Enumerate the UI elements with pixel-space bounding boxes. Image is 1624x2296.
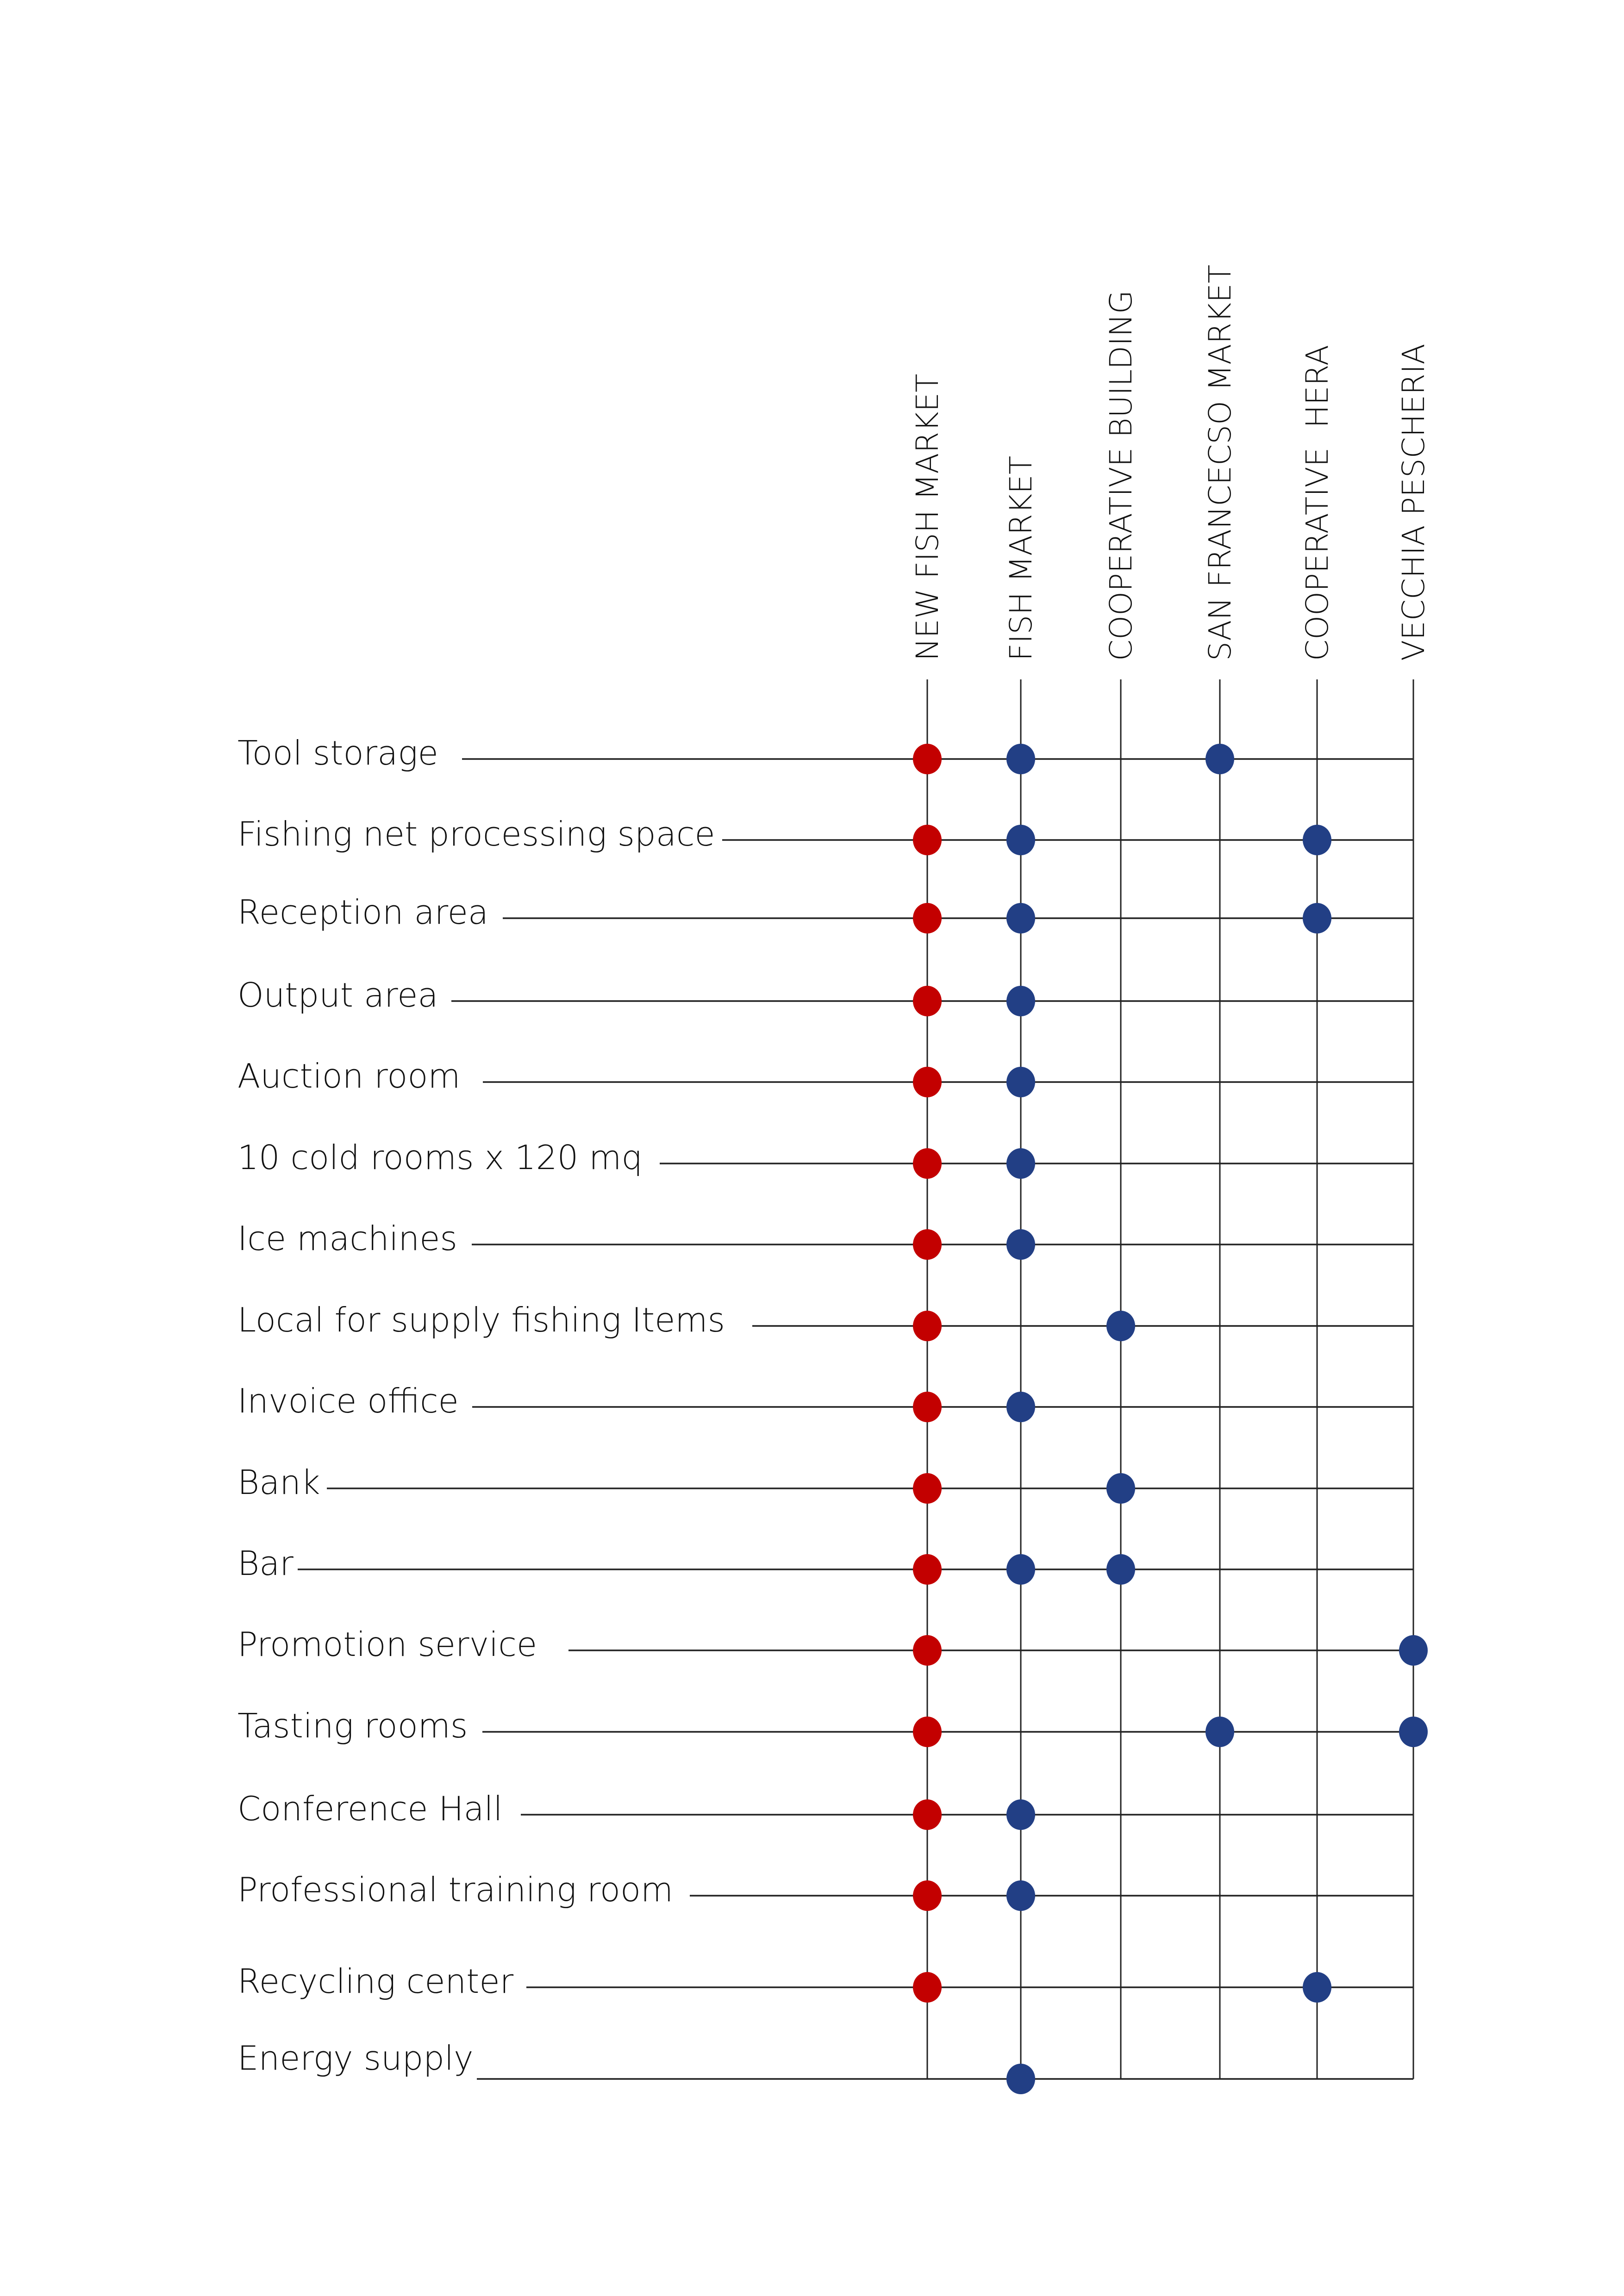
mark-dot-cooperative_building (1106, 1473, 1135, 1504)
mark-dot-new_fish_market (913, 1635, 942, 1666)
mark-dot-vecchia_pescheria (1399, 1635, 1428, 1666)
mark-dot-vecchia_pescheria (1399, 1717, 1428, 1747)
mark-dot-cooperative_hera (1303, 1972, 1331, 2003)
row-label: 10 cold rooms x 120 mq (237, 1138, 643, 1177)
mark-dot-cooperative_hera (1303, 825, 1331, 855)
mark-dot-new_fish_market (913, 1229, 942, 1260)
mark-dot-fish_market (1006, 2064, 1035, 2094)
row-label: Fishing net processing space (237, 815, 715, 853)
column-lines (926, 679, 1414, 2079)
mark-dot-new_fish_market (913, 986, 942, 1016)
mark-dot-new_fish_market (913, 1311, 942, 1341)
mark-dot-new_fish_market (913, 1880, 942, 1911)
column-header-san_francesco_market: SAN FRANCECSO MARKET (1202, 265, 1238, 661)
row-label: Tasting rooms (237, 1706, 468, 1745)
mark-dot-new_fish_market (913, 1799, 942, 1830)
row-lines (298, 758, 1413, 2080)
mark-dot-new_fish_market (913, 1473, 942, 1504)
mark-dot-new_fish_market (913, 825, 942, 855)
mark-dot-fish_market (1006, 903, 1035, 933)
mark-dot-fish_market (1006, 1880, 1035, 1911)
mark-dot-fish_market (1006, 986, 1035, 1016)
mark-dot-new_fish_market (913, 744, 942, 774)
row-label: Ice machines (237, 1219, 457, 1258)
mark-dot-fish_market (1006, 1067, 1035, 1097)
mark-dot-new_fish_market (913, 1148, 942, 1179)
row-label: Tool storage (237, 734, 438, 772)
row-label: Professional training room (237, 1870, 673, 1909)
row-labels: Tool storage Fishing net processing space… (237, 734, 725, 2078)
mark-dot-fish_market (1006, 1229, 1035, 1260)
mark-dot-fish_market (1006, 825, 1035, 855)
mark-dot-fish_market (1006, 744, 1035, 774)
mark-dot-fish_market (1006, 1148, 1035, 1179)
column-header-cooperative_building: COOPERATIVE BUILDING (1103, 290, 1139, 661)
row-label: Output area (237, 976, 438, 1014)
row-label: Conference Hall (237, 1789, 503, 1828)
mark-dot-new_fish_market (913, 1392, 942, 1422)
mark-dot-cooperative_building (1106, 1311, 1135, 1341)
mark-dot-cooperative_hera (1303, 903, 1331, 933)
row-label: Auction room (237, 1057, 461, 1095)
row-label: Invoice office (237, 1381, 459, 1420)
column-header-new_fish_market: NEW FISH MARKET (910, 374, 945, 661)
mark-dot-cooperative_building (1106, 1554, 1135, 1585)
row-label: Reception area (237, 893, 488, 932)
row-label: Bar (237, 1544, 294, 1583)
column-headers: NEW FISH MARKET FISH MARKET COOPERATIVE BU… (910, 265, 1431, 661)
row-label: Energy supply (237, 2039, 474, 2078)
mark-dot-new_fish_market (913, 903, 942, 933)
mark-dot-fish_market (1006, 1799, 1035, 1830)
mark-dot-new_fish_market (913, 1554, 942, 1585)
row-label: Promotion service (237, 1625, 537, 1664)
mark-dot-fish_market (1006, 1554, 1035, 1585)
mark-dot-new_fish_market (913, 1972, 942, 2003)
mark-dot-san_francesco_market (1206, 1717, 1234, 1747)
column-header-vecchia_pescheria: VECCHIA PESCHERIA (1396, 343, 1431, 661)
row-label: Recycling center (237, 1962, 514, 2001)
mark-dot-san_francesco_market (1206, 744, 1234, 774)
marks (913, 744, 1428, 2094)
column-header-cooperative_hera: COOPERATIVE HERA (1299, 345, 1335, 661)
mark-dot-new_fish_market (913, 1717, 942, 1747)
column-header-fish_market: FISH MARKET (1003, 456, 1039, 661)
row-label: Bank (237, 1463, 320, 1502)
mark-dot-new_fish_market (913, 1067, 942, 1097)
mark-dot-fish_market (1006, 1392, 1035, 1422)
row-label: Local for supply fishing Items (237, 1300, 725, 1339)
